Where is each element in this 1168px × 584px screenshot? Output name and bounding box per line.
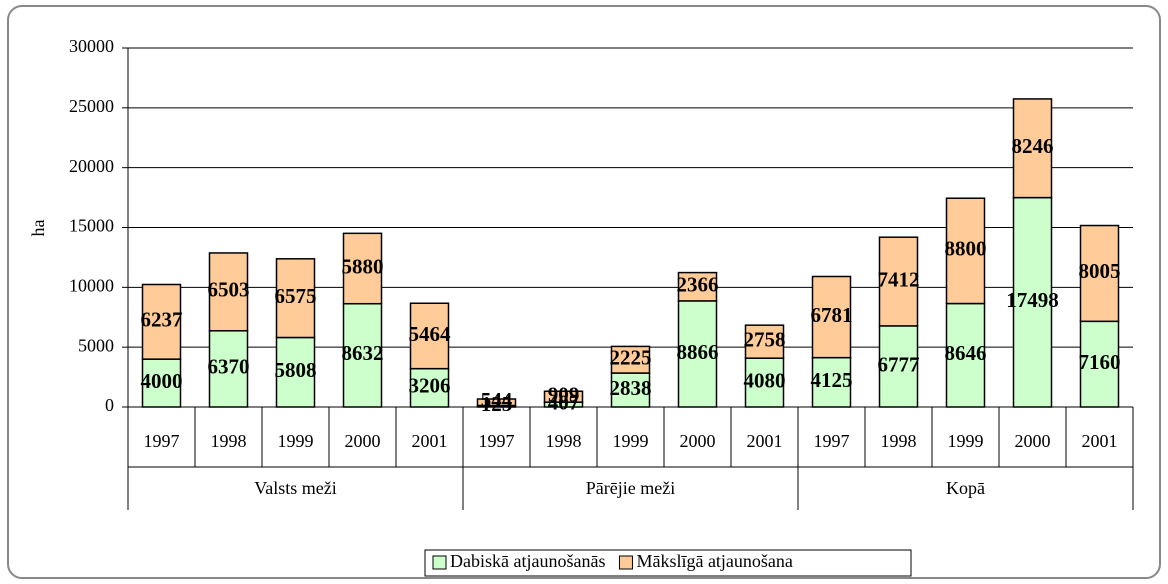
- data-label: 6237: [141, 308, 183, 332]
- data-label: 6575: [275, 284, 317, 308]
- bar-segment: [208, 252, 249, 332]
- legend-box: [424, 549, 912, 577]
- y-tick-label: 10000: [69, 275, 114, 295]
- bar-segment: [543, 390, 584, 403]
- group-label: Valsts meži: [254, 478, 337, 498]
- data-label: 7412: [878, 267, 920, 291]
- data-label: 5880: [342, 254, 384, 278]
- bar-segment: [610, 345, 651, 374]
- data-label: 6503: [208, 278, 250, 302]
- data-label: 8632: [342, 341, 384, 365]
- x-tick-label: 1999: [613, 431, 649, 451]
- legend-swatch: [618, 555, 633, 570]
- data-label: 3206: [409, 374, 451, 398]
- bar-segment: [878, 236, 919, 327]
- x-tick-label: 2000: [345, 431, 381, 451]
- x-tick-label: 1997: [144, 431, 180, 451]
- x-tick-label: 2000: [680, 431, 716, 451]
- y-tick-label: 30000: [69, 36, 114, 56]
- bar-segment: [677, 271, 718, 302]
- y-tick-label: 15000: [69, 216, 114, 236]
- y-tick-label: 20000: [69, 156, 114, 176]
- x-tick-label: 1999: [948, 431, 984, 451]
- x-tick-label: 1998: [211, 431, 247, 451]
- bar-segment: [409, 302, 450, 370]
- x-tick-label: 2000: [1015, 431, 1051, 451]
- data-label: 8246: [1012, 134, 1054, 158]
- bar-segment: [1079, 224, 1120, 323]
- data-label: 6777: [878, 352, 920, 376]
- bar-segment: [476, 398, 517, 407]
- data-label: 17498: [1006, 288, 1059, 312]
- bar-segment: [141, 283, 182, 360]
- data-label: 8800: [945, 237, 987, 261]
- x-tick-label: 1997: [479, 431, 515, 451]
- data-label: 8646: [945, 341, 987, 365]
- bar-segment: [342, 232, 383, 305]
- data-label: 6781: [811, 303, 853, 327]
- data-label: 2225: [610, 346, 652, 370]
- data-label: 2758: [744, 327, 786, 351]
- bar-segment: [208, 330, 249, 408]
- bar-segment: [744, 357, 785, 408]
- bar-segment: [811, 275, 852, 359]
- bar-segment: [945, 197, 986, 305]
- data-label: 4080: [744, 368, 786, 392]
- y-tick-label: 5000: [78, 335, 114, 355]
- data-label: 5808: [275, 358, 317, 382]
- data-label: 544: [481, 388, 513, 412]
- data-label: 407: [548, 390, 580, 414]
- y-tick-label: 0: [105, 395, 114, 415]
- chart-border: [7, 5, 1161, 579]
- data-label: 7160: [1079, 350, 1121, 374]
- data-label: 6370: [208, 355, 250, 379]
- data-label: 5464: [409, 322, 452, 346]
- group-label: Pārējie meži: [586, 478, 675, 498]
- data-label: 8005: [1079, 259, 1121, 283]
- data-label: 4000: [141, 369, 183, 393]
- bar-segment: [275, 258, 316, 339]
- legend-label: Mākslīgā atjaunošana: [636, 551, 792, 571]
- bar-segment: [677, 300, 718, 408]
- group-label: Kopā: [946, 478, 985, 498]
- x-tick-label: 2001: [412, 431, 448, 451]
- data-label: 909: [548, 383, 580, 407]
- data-label: 4125: [811, 368, 853, 392]
- data-label: 2366: [677, 273, 719, 297]
- legend-swatch: [432, 555, 447, 570]
- x-tick-label: 2001: [1082, 431, 1118, 451]
- y-axis-label: ha: [28, 220, 48, 237]
- data-label: 8866: [677, 340, 719, 364]
- data-label: 2838: [610, 376, 652, 400]
- bar-segment: [744, 324, 785, 359]
- x-tick-label: 1997: [814, 431, 850, 451]
- bar-segment: [1012, 98, 1053, 199]
- y-tick-label: 25000: [69, 96, 114, 116]
- data-label: 125: [481, 392, 513, 416]
- x-tick-label: 1999: [278, 431, 314, 451]
- x-tick-label: 1998: [881, 431, 917, 451]
- x-tick-label: 2001: [747, 431, 783, 451]
- x-tick-label: 1998: [546, 431, 582, 451]
- legend-label: Dabiskā atjaunošanās: [450, 551, 605, 571]
- bar-segment: [409, 367, 450, 408]
